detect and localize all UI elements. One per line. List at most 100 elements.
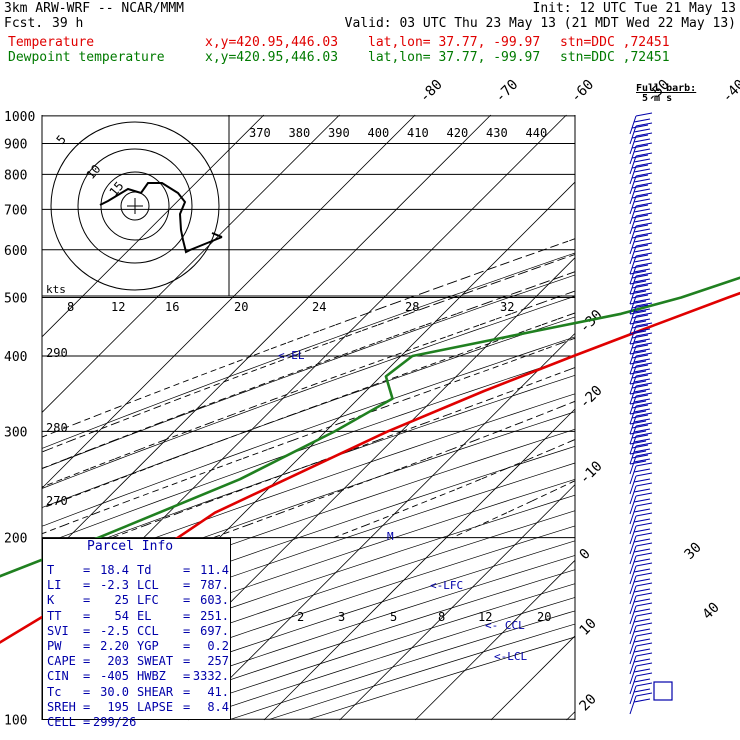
wind-barb-flag — [629, 370, 647, 375]
wind-barb-flag — [635, 282, 653, 287]
pressure-label: 300 — [4, 425, 27, 440]
wind-barb-staff — [629, 535, 637, 555]
wind-barb-flag — [633, 378, 651, 383]
wind-barb-staff — [629, 435, 637, 455]
init-time: Init: 12 UTC Tue 21 May 13 — [532, 1, 737, 16]
wind-barb-flag — [635, 312, 653, 317]
wind-barb-flag — [635, 332, 653, 337]
parcel-equals: = — [83, 623, 91, 638]
theta-label: 370 — [249, 126, 271, 140]
parcel-value: 603. — [200, 593, 229, 608]
parcel-label: LAPSE — [137, 699, 174, 714]
parcel-label: T — [47, 563, 55, 577]
parcel-label: LI — [47, 578, 62, 593]
wind-barb-flag — [635, 222, 653, 227]
dry-adiabat — [41, 336, 576, 527]
parcel-label: HWBZ — [137, 669, 166, 684]
parcel-equals: = — [183, 593, 191, 608]
lcl-marker: <-LCL — [494, 650, 527, 663]
wind-barb-flag — [633, 478, 651, 483]
dry-adiabat — [41, 316, 576, 508]
wind-barb-flag — [633, 218, 651, 223]
wind-barb-flag — [635, 432, 653, 437]
dewpoint-xy: x,y=420.95,446.03 — [205, 50, 339, 65]
wind-barb-staff — [629, 445, 637, 465]
wind-barb-staff — [629, 485, 637, 505]
dry-adiabat — [308, 636, 576, 720]
parcel-value: 787. — [200, 578, 229, 593]
wind-barb-flag — [629, 280, 647, 285]
wind-barb-flag — [629, 400, 647, 405]
wind-barb-staff — [629, 315, 637, 335]
wind-barb-flag — [635, 542, 653, 547]
wind-barb-flag — [635, 422, 653, 427]
pressure-label: 900 — [4, 138, 27, 153]
temperature-station: stn=DDC ,72451 — [560, 35, 670, 50]
dry-adiabat — [41, 295, 576, 489]
parcel-value: 11.4 — [200, 563, 229, 577]
wind-barb-flag — [631, 374, 649, 379]
wind-barb-flag — [633, 548, 651, 553]
wind-barb-staff — [629, 225, 637, 245]
wind-barb-staff — [629, 545, 637, 565]
parcel-equals: = — [83, 563, 91, 577]
wind-barb-staff — [629, 175, 637, 195]
wind-barb-staff — [629, 695, 637, 715]
parcel-equals: = — [83, 699, 91, 714]
parcel-equals: = — [83, 715, 91, 729]
wind-barb-staff — [629, 235, 637, 255]
wind-barb-staff — [629, 155, 637, 175]
wind-barb-staff — [629, 505, 637, 525]
wind-barbs — [629, 112, 673, 715]
wind-barb-flag — [631, 394, 649, 399]
wind-barb-staff — [629, 205, 637, 225]
wind-barb-flag — [635, 682, 653, 687]
wind-barb-flag — [633, 658, 651, 663]
wind-barb-staff — [629, 595, 637, 615]
parcel-equals: = — [83, 639, 91, 653]
wind-barb-flag — [635, 212, 653, 217]
wind-barb-flag — [635, 652, 653, 657]
wind-barb-flag — [635, 352, 653, 357]
theta-label: 380 — [289, 126, 311, 140]
wind-barb-flag — [629, 380, 647, 385]
wind-barb-flag — [631, 244, 649, 249]
wind-barb-flag — [631, 254, 649, 259]
parcel-label: SVI — [47, 623, 69, 638]
parcel-label: LFC — [137, 593, 159, 608]
dry-adiabat — [41, 274, 576, 470]
parcel-value: 195 — [107, 699, 129, 714]
wind-barb-flag — [635, 162, 653, 167]
temperature-xy: x,y=420.95,446.03 — [205, 35, 339, 50]
wind-barb-flag — [629, 300, 647, 305]
wind-barb-flag — [633, 488, 651, 493]
theta-label: 420 — [447, 126, 469, 140]
wind-barb-staff — [629, 415, 637, 435]
wind-barb-staff — [629, 655, 637, 675]
parcel-equals: = — [183, 563, 191, 577]
wind-barb-flag — [635, 242, 653, 247]
wind-barb-staff — [629, 265, 637, 285]
wind-barb-flag — [629, 390, 647, 395]
level-marker: M — [387, 530, 394, 543]
wind-barb-flag — [631, 124, 649, 129]
wind-barb-flag — [635, 362, 653, 367]
wind-barb-flag — [633, 268, 651, 273]
model-title: 3km ARW-WRF -- NCAR/MMM — [4, 1, 185, 16]
parcel-value: 299/26 — [93, 715, 137, 729]
wind-barb-flag — [633, 538, 651, 543]
wind-barb-flag — [629, 290, 647, 295]
wind-barb-staff — [629, 475, 637, 495]
parcel-equals: = — [183, 684, 191, 699]
hodograph-ring-label: 5 — [54, 132, 69, 147]
pressure-label: 400 — [4, 350, 27, 365]
wind-barb-flag — [633, 578, 651, 583]
wind-barb-staff — [629, 685, 637, 705]
parcel-label: YGP — [137, 639, 159, 653]
wind-barb-flag — [635, 532, 653, 537]
temperature-tick-label: 10 — [577, 616, 600, 639]
wind-barb-staff — [629, 515, 637, 535]
wind-barb-flag — [635, 342, 653, 347]
wind-barb-flag — [631, 144, 649, 149]
